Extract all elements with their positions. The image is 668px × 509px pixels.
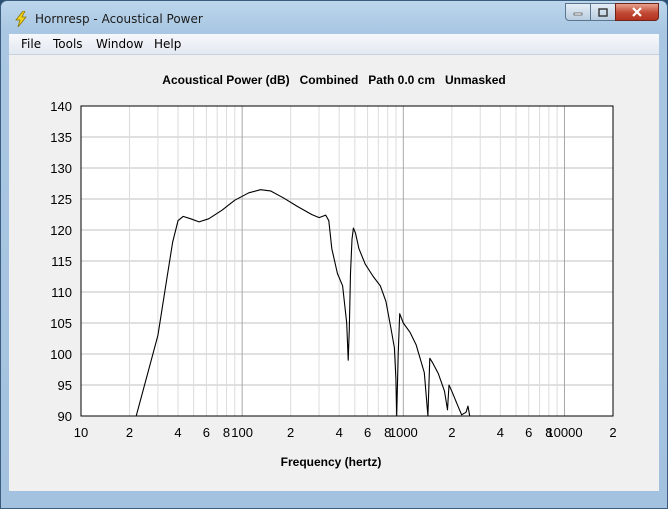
caption-buttons — [565, 3, 659, 21]
lightning-bolt-icon — [15, 11, 27, 27]
power-curve — [135, 189, 471, 417]
plot-frame — [80, 105, 614, 417]
x-tick-label: 10000 — [546, 425, 582, 440]
y-tick-label: 125 — [50, 192, 72, 207]
menu-file[interactable]: File — [21, 37, 42, 51]
y-tick-label: 135 — [50, 130, 72, 145]
x-tick-label: 1000 — [389, 425, 418, 440]
x-tick-label: 10 — [74, 425, 88, 440]
y-tick-label: 120 — [50, 223, 72, 238]
x-tick-label: 6 — [525, 425, 532, 440]
x-tick-label: 2 — [448, 425, 455, 440]
x-tick-label: 4 — [497, 425, 504, 440]
x-tick-label: 4 — [174, 425, 181, 440]
y-tick-label: 130 — [50, 161, 72, 176]
x-tick-label: 4 — [336, 425, 343, 440]
close-button[interactable] — [615, 3, 659, 21]
y-tick-label: 110 — [51, 285, 72, 300]
window-title: Hornresp - Acoustical Power — [35, 12, 203, 26]
x-tick-label: 6 — [364, 425, 371, 440]
x-axis-label: Frequency (hertz) — [280, 455, 382, 469]
title-bar[interactable]: Hornresp - Acoustical Power — [1, 1, 667, 34]
y-tick-label: 100 — [50, 347, 72, 362]
menu-window[interactable]: Window — [96, 37, 144, 51]
y-tick-labels: 140 135 130 125 120 115 110 105 100 95 90 — [50, 99, 72, 424]
x-tick-label: 8 — [223, 425, 230, 440]
minimize-button[interactable] — [565, 3, 591, 21]
y-tick-label: 90 — [58, 409, 72, 424]
maximize-icon — [598, 7, 608, 17]
y-tick-label: 115 — [51, 254, 72, 269]
x-tick-label: 2 — [287, 425, 294, 440]
x-tick-label: 6 — [203, 425, 210, 440]
menu-tools[interactable]: Tools — [53, 37, 83, 51]
x-tick-label: 100 — [231, 425, 253, 440]
menu-bar: File Tools Window Help — [9, 34, 659, 55]
y-tick-label: 95 — [58, 378, 72, 393]
y-tick-label: 105 — [50, 316, 72, 331]
x-tick-label: 2 — [126, 425, 133, 440]
menu-help[interactable]: Help — [154, 37, 182, 51]
x-tick-label: 8 — [545, 425, 552, 440]
chart-title: Acoustical Power (dB) Combined Path 0.0 … — [162, 73, 506, 87]
x-tick-label: 8 — [384, 425, 391, 440]
close-icon — [632, 7, 642, 17]
maximize-button[interactable] — [590, 3, 616, 21]
y-tick-label: 140 — [50, 99, 72, 114]
minimize-icon — [573, 12, 583, 16]
chart-area: Acoustical Power (dB) Combined Path 0.0 … — [9, 55, 659, 491]
x-tick-label: 2 — [609, 425, 616, 440]
